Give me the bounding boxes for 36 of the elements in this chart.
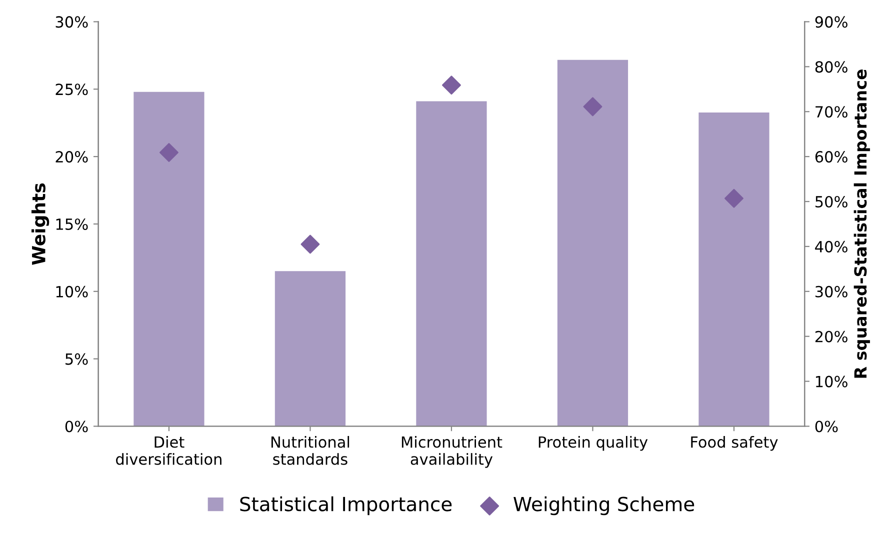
x-tick-label: Food safety (691, 436, 778, 451)
bar (274, 271, 346, 426)
y2-tick-label: 0% (815, 420, 838, 432)
y2-tick-label: 60% (815, 151, 848, 163)
y-axis-title: Weights (31, 183, 50, 265)
x-tick-label: Micronutrient availability (402, 436, 502, 468)
x-tick-label: Protein quality (538, 436, 648, 451)
y-tick-label: 20% (56, 151, 88, 163)
y2-tick-label: 50% (816, 196, 848, 208)
y2-axis-title: R squared-Statistical Importance (854, 70, 870, 378)
y-tick-label: 25% (56, 84, 88, 96)
y2-tick-label: 70% (816, 106, 848, 118)
legend-label: Statistical Importance (240, 496, 452, 516)
y2-tick-label: 30% (815, 286, 848, 298)
y2-tick-label: 90% (815, 16, 848, 28)
y-tick-label: 5% (66, 353, 88, 365)
y-tick-label: 15% (56, 218, 88, 230)
legend-label: Weighting Scheme (514, 496, 694, 516)
y-tick-label: 30% (56, 16, 88, 28)
y2-tick-label: 20% (815, 330, 848, 342)
y2-tick-label: 80% (815, 61, 848, 73)
point (583, 97, 602, 116)
bar (698, 112, 770, 426)
y-tick-label: 10% (56, 286, 88, 298)
bar (557, 60, 628, 426)
point (724, 188, 744, 208)
y2-tick-label: 40% (815, 240, 848, 252)
x-tick-label: Diet diversification (116, 436, 222, 465)
point (300, 234, 320, 254)
bar (134, 92, 204, 426)
bar (416, 101, 487, 426)
x-tick-label: Nutritional standards (271, 436, 350, 465)
point (159, 143, 178, 162)
y-tick-label: 0% (65, 420, 88, 432)
y2-tick-label: 10% (816, 376, 848, 388)
point (442, 76, 461, 95)
